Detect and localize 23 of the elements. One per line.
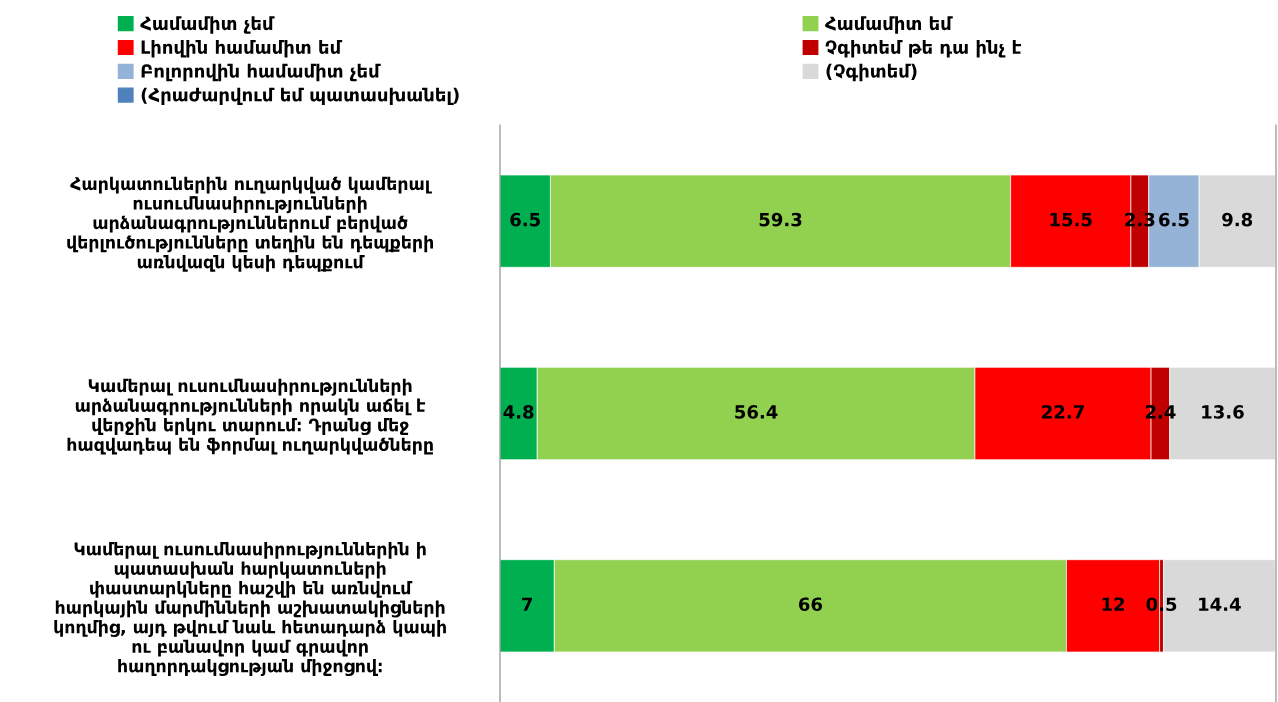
data-label: 7 [522,597,533,611]
data-label: 13.6 [1202,405,1244,419]
y-tick-label: Հարկատուներին ուղարկված կամերալ ուսումնասիրությունների արձանագրություններում բերված վերլուծությունները տեղին են դեպքերի առնվազն կեսի դեպքում [67,176,433,272]
legend-label: Համամիտ չեմ [140,16,275,34]
y-tick-label: Կամերալ ուսումնասիրությունների արձանագրությունների որակն աճել է վերջին երկու տարում։ Դրանց մեջ հազվադեպ են ֆորմալ ուղարկվածները [67,378,433,455]
data-label: 9.8 [1222,212,1253,227]
data-label: 12 [1102,597,1125,611]
data-label: 6.5 [1159,212,1189,227]
legend-label: Բոլորովին համամիտ չեմ [141,63,381,82]
legend-label: Լիովին համամիտ եմ [141,40,343,58]
data-label: 66 [798,597,822,612]
data-label: 59.3 [759,212,802,227]
data-label: 6.5 [510,212,540,227]
legend-label: Համամիտ եմ [825,16,953,34]
y-tick-label: Կամերալ ուսումնասիրություններին ի պատասխան հարկատուների փաստարկները հաշվի են առնվում հարկային մարմինների աշխատակիցների կողմից, այդ թվում նաև հետադարձ կապի ու բանավոր կամ գրավոր հաղորդակցության միջոցով։ [54,542,446,677]
legend-label: (Հրաժարվում եմ պատասխանել) [141,87,459,106]
data-label: 56.4 [735,405,778,419]
legend-label: Չգիտեմ թե դա ինչ է [825,40,1022,58]
legend-label: (Չգիտեմ) [826,63,917,82]
data-label: 15.5 [1050,212,1092,227]
data-label: 4.8 [503,405,534,419]
data-label: 22.7 [1042,405,1084,419]
data-label: 14.4 [1199,597,1241,611]
